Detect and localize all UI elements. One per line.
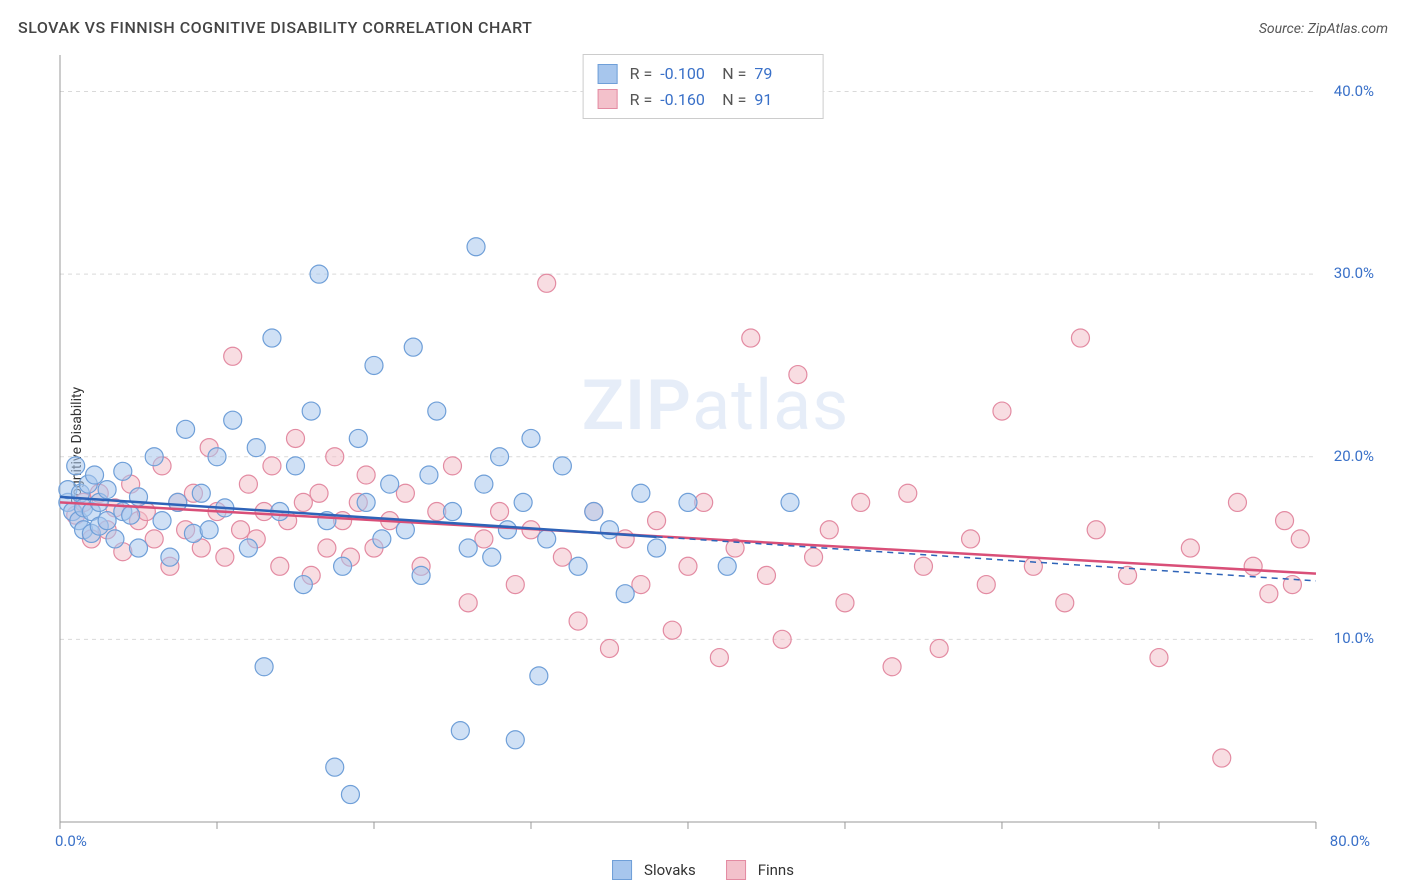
legend-item-slovaks: Slovaks bbox=[612, 860, 696, 880]
legend-label-finns: Finns bbox=[758, 861, 794, 879]
source-text: Source: ZipAtlas.com bbox=[1259, 21, 1388, 37]
legend-square-slovaks-icon bbox=[612, 860, 632, 880]
r-value-finns: -0.160 bbox=[660, 87, 714, 113]
scatter-plot bbox=[55, 50, 1376, 842]
n-label: N = bbox=[722, 61, 746, 87]
legend-square-finns-icon bbox=[726, 860, 746, 880]
legend-item-finns: Finns bbox=[726, 860, 794, 880]
y-tick-label: 10.0% bbox=[1334, 629, 1374, 647]
stats-row-finns: R = -0.160 N = 91 bbox=[598, 87, 809, 113]
stats-row-slovaks: R = -0.100 N = 79 bbox=[598, 61, 809, 87]
y-tick-label: 40.0% bbox=[1334, 82, 1374, 100]
y-tick-label: 20.0% bbox=[1334, 447, 1374, 465]
legend-label-slovaks: Slovaks bbox=[644, 861, 696, 879]
legend-square-slovaks bbox=[598, 64, 618, 84]
legend-square-finns bbox=[598, 89, 618, 109]
chart-title: SLOVAK VS FINNISH COGNITIVE DISABILITY C… bbox=[18, 18, 532, 37]
n-value-slovaks: 79 bbox=[754, 61, 808, 87]
x-tick-label: 80.0% bbox=[1330, 832, 1370, 850]
r-value-slovaks: -0.100 bbox=[660, 61, 714, 87]
n-value-finns: 91 bbox=[754, 87, 808, 113]
chart-area: ZIPatlas 10.0%20.0%30.0%40.0% 0.0%80.0% bbox=[55, 50, 1376, 842]
r-label: R = bbox=[630, 87, 653, 113]
bottom-legend: Slovaks Finns bbox=[612, 860, 794, 880]
x-tick-label: 0.0% bbox=[55, 832, 87, 850]
r-label: R = bbox=[630, 61, 653, 87]
stats-legend-box: R = -0.100 N = 79 R = -0.160 N = 91 bbox=[583, 54, 824, 119]
y-tick-label: 30.0% bbox=[1334, 264, 1374, 282]
n-label: N = bbox=[722, 87, 746, 113]
